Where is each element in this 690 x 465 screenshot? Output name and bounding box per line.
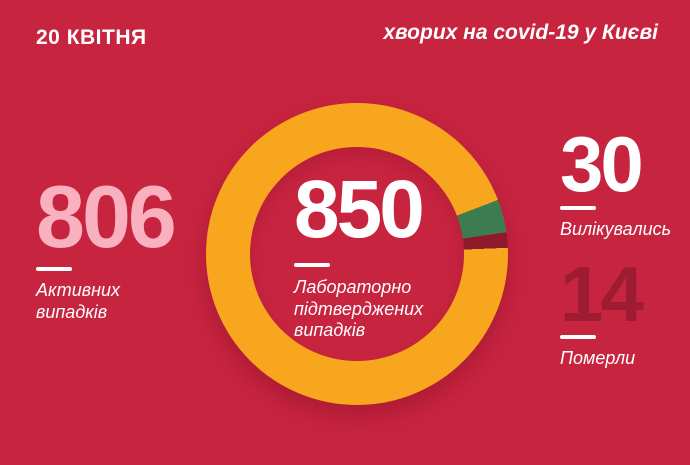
- stat-confirmed-cases: 850 Лабораторно підтверджених випадків: [294, 164, 425, 342]
- recovered-value: 30: [560, 120, 644, 208]
- recovered-label: Вилікувались: [560, 219, 672, 239]
- died-value: 14: [560, 250, 644, 338]
- active-cases-label: Активних випадків: [36, 280, 121, 322]
- donut-chart: 850 Лабораторно підтверджених випадків: [206, 103, 508, 405]
- page-title: хворих на covid-19 у Києві: [383, 21, 658, 44]
- date-label: 20 КВІТНЯ: [36, 26, 147, 49]
- died-divider: [560, 335, 596, 339]
- active-cases-value: 806: [36, 167, 177, 266]
- recovered-divider: [560, 206, 596, 210]
- confirmed-cases-value: 850: [294, 164, 425, 255]
- donut-hole: 850 Лабораторно підтверджених випадків: [250, 147, 464, 361]
- stat-died: 14 Померли: [560, 250, 644, 370]
- confirmed-cases-divider: [294, 263, 330, 267]
- confirmed-cases-label: Лабораторно підтверджених випадків: [294, 277, 424, 341]
- died-label: Померли: [560, 348, 636, 368]
- active-cases-divider: [36, 267, 72, 271]
- stat-recovered: 30 Вилікувались: [560, 125, 671, 241]
- stat-active-cases: 806 Активних випадків: [36, 167, 177, 323]
